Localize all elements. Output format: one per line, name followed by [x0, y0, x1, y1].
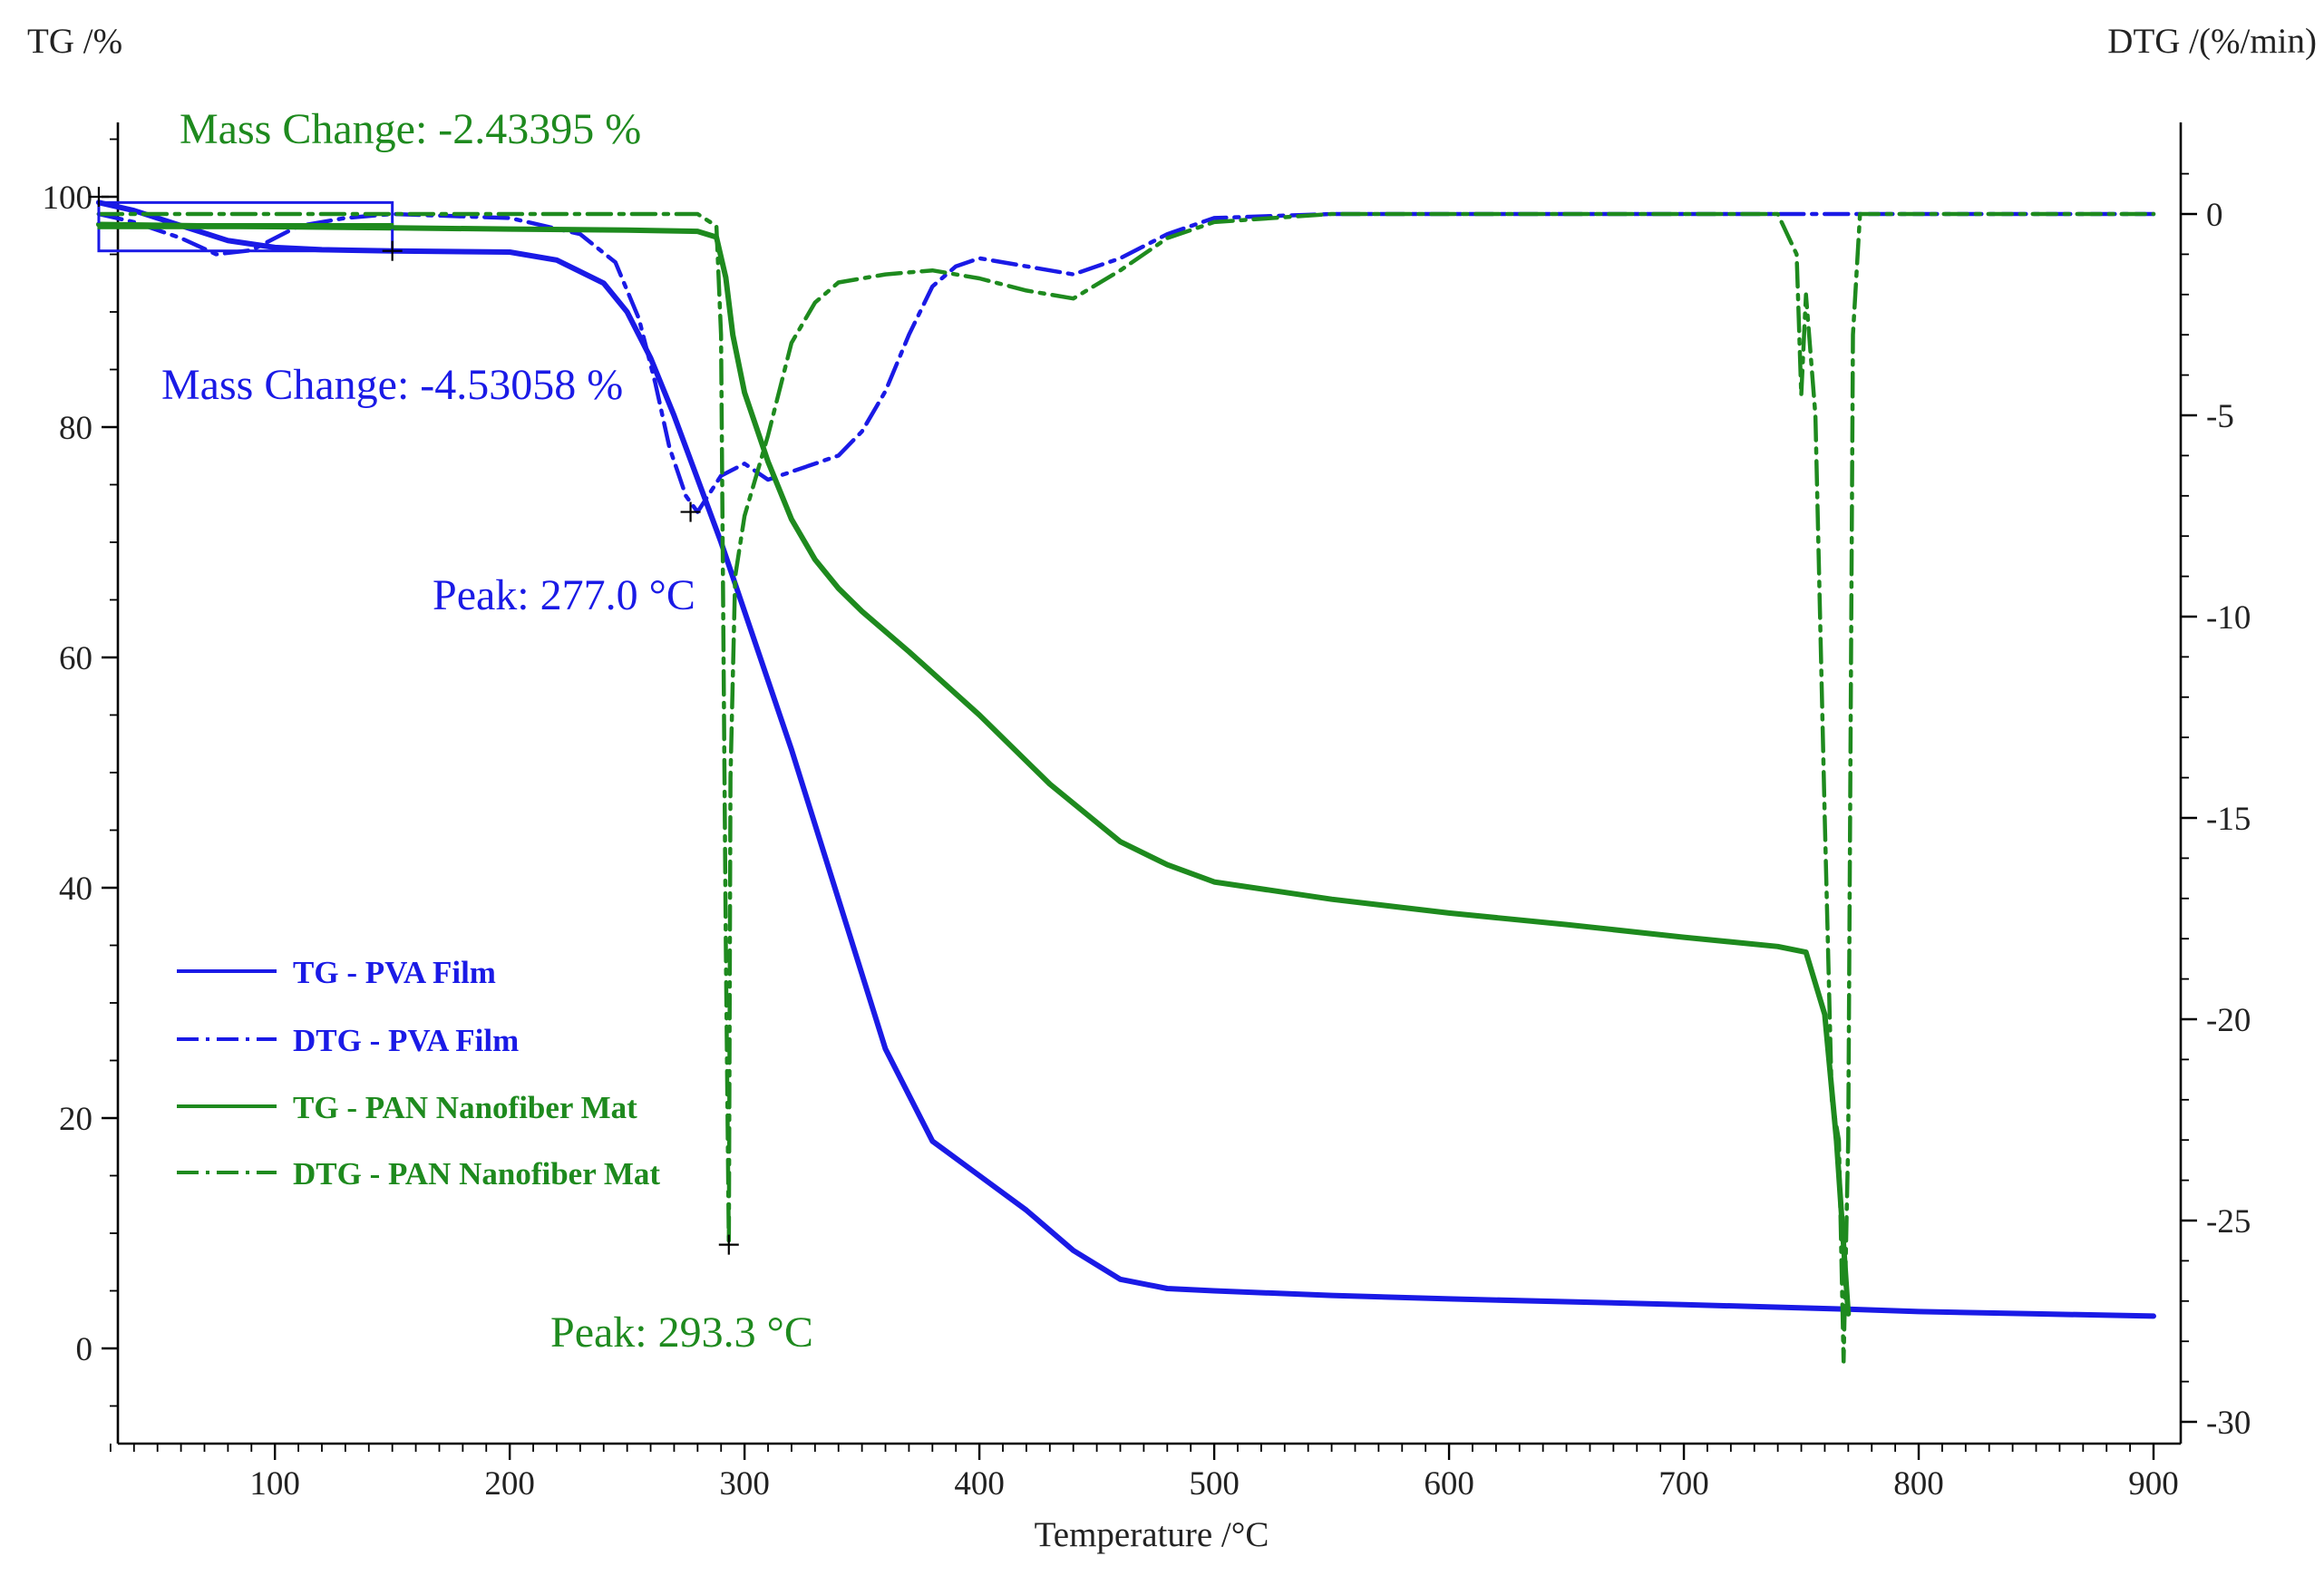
x-tick-label-100: 100: [249, 1465, 300, 1503]
annotation-mass-change-pva: Mass Change: -4.53058 %: [161, 361, 623, 409]
y-right-axis-title: DTG /(%/min): [2107, 22, 2317, 61]
annotation-peak-pva: Peak: 277.0 °C: [433, 571, 695, 619]
annotation-peak-pan: Peak: 293.3 °C: [550, 1308, 813, 1357]
x-tick-label-900: 900: [2128, 1465, 2179, 1503]
x-tick-label-200: 200: [484, 1465, 535, 1503]
y-right-tick-label--30: -30: [2206, 1405, 2251, 1442]
x-tick-label-800: 800: [1893, 1465, 1944, 1503]
y-left-tick-label-0: 0: [76, 1331, 93, 1368]
series-line-dtg-pva-film: [96, 211, 2156, 514]
series-line-dtg-pan-nanofiber-mat: [96, 211, 2156, 1364]
legend-label-tg-pva: TG - PVA Film: [293, 955, 496, 990]
y-left-tick-label-100: 100: [43, 180, 93, 217]
y-left-tick-label-60: 60: [59, 640, 92, 677]
x-tick-label-400: 400: [954, 1465, 1005, 1503]
legend-label-tg-pan: TG - PAN Nanofiber Mat: [293, 1090, 637, 1125]
y-right-tick-label--20: -20: [2206, 1002, 2251, 1039]
x-axis-title: Temperature /°C: [1035, 1515, 1269, 1554]
y-right-tick-label--25: -25: [2206, 1203, 2251, 1240]
series-line-tg-pan-nanofiber-mat: [95, 221, 1852, 1317]
y-right-tick-label--5: -5: [2206, 398, 2234, 435]
mass-change-box-pan: [97, 222, 394, 229]
legend-label-dtg-pan: DTG - PAN Nanofiber Mat: [293, 1156, 660, 1192]
y-left-tick-label-80: 80: [59, 410, 92, 447]
y-left-tick-label-40: 40: [59, 871, 92, 908]
y-right-tick-label--10: -10: [2206, 599, 2251, 637]
x-tick-label-600: 600: [1424, 1465, 1474, 1503]
legend: TG - PVA Film DTG - PVA Film TG - PAN Na…: [177, 955, 660, 1192]
y-right-tick-label-0: 0: [2206, 197, 2223, 234]
axis-ticks: 100 200 300 400 500 600 700 800 900 0 20 40 60 80 100 0…: [43, 138, 2251, 1503]
x-tick-label-700: 700: [1658, 1465, 1709, 1503]
y-left-tick-label-20: 20: [59, 1101, 92, 1138]
peak-markers: [88, 187, 739, 1255]
y-right-tick-label--15: -15: [2206, 801, 2251, 838]
annotation-mass-change-pan: Mass Change: -2.43395 %: [180, 105, 641, 153]
x-tick-label-300: 300: [719, 1465, 770, 1503]
x-tick-label-500: 500: [1189, 1465, 1240, 1503]
y-left-axis-title: TG /%: [27, 22, 122, 61]
legend-label-dtg-pva: DTG - PVA Film: [293, 1023, 519, 1058]
